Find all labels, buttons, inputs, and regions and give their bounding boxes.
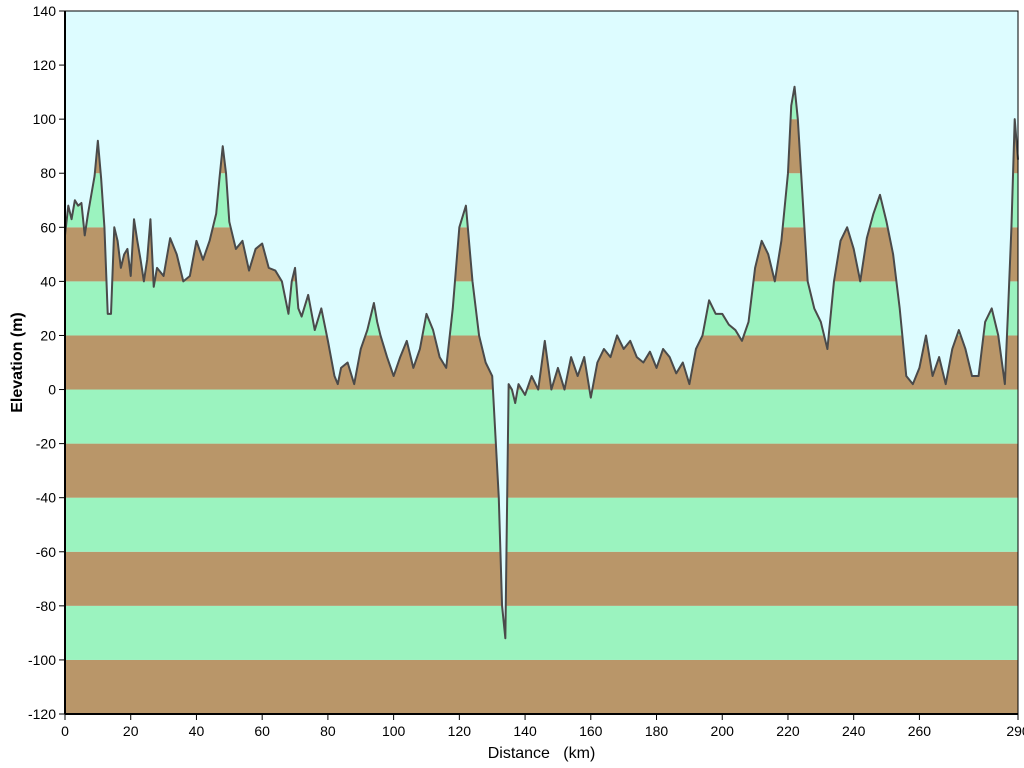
x-tick-label: 120 [448,723,472,739]
elevation-band [65,389,1018,444]
y-tick-label: -120 [28,706,56,722]
y-axis-ticks: -120 -100 -80 -60 -40 -20 0 20 40 60 80 100 120 140 [28,3,65,722]
x-tick-label: 290 [1006,723,1024,739]
axes [64,10,1019,715]
y-tick-label: -100 [28,652,56,668]
y-tick-label: 20 [40,327,56,343]
x-tick-label: 220 [776,723,800,739]
elevation-band [65,443,1018,498]
y-tick-label: -40 [36,490,56,506]
x-tick-label: 0 [61,723,69,739]
x-tick-label: 40 [189,723,205,739]
y-tick-label: -80 [36,598,56,614]
y-axis-title: Elevation (m) [9,312,26,412]
y-tick-label: 0 [48,382,56,398]
x-tick-label: 200 [711,723,735,739]
y-tick-label: 100 [33,111,57,127]
y-tick-label: 40 [40,273,56,289]
x-tick-label: 20 [123,723,139,739]
elevation-band [65,551,1018,606]
x-tick-label: 180 [645,723,669,739]
y-tick-label: 140 [33,3,57,19]
x-tick-label: 100 [382,723,406,739]
y-tick-label: -60 [36,544,56,560]
elevation-band [65,659,1018,714]
x-tick-label: 60 [254,723,270,739]
x-tick-label: 160 [579,723,603,739]
elevation-band [65,605,1018,660]
elevation-band [65,497,1018,552]
x-tick-label: 240 [842,723,866,739]
x-tick-label: 80 [320,723,336,739]
y-tick-label: 60 [40,219,56,235]
profile-line [64,85,1019,640]
y-tick-label: 120 [33,57,57,73]
y-tick-label: -20 [36,436,56,452]
x-axis-title: Distance (km) [488,745,596,762]
y-tick-label: 80 [40,165,56,181]
x-tick-label: 260 [908,723,932,739]
x-axis-ticks: 0 20 40 60 80 100 120 140 160 180 200 220 240 260 290 [61,714,1024,739]
x-tick-label: 140 [513,723,537,739]
